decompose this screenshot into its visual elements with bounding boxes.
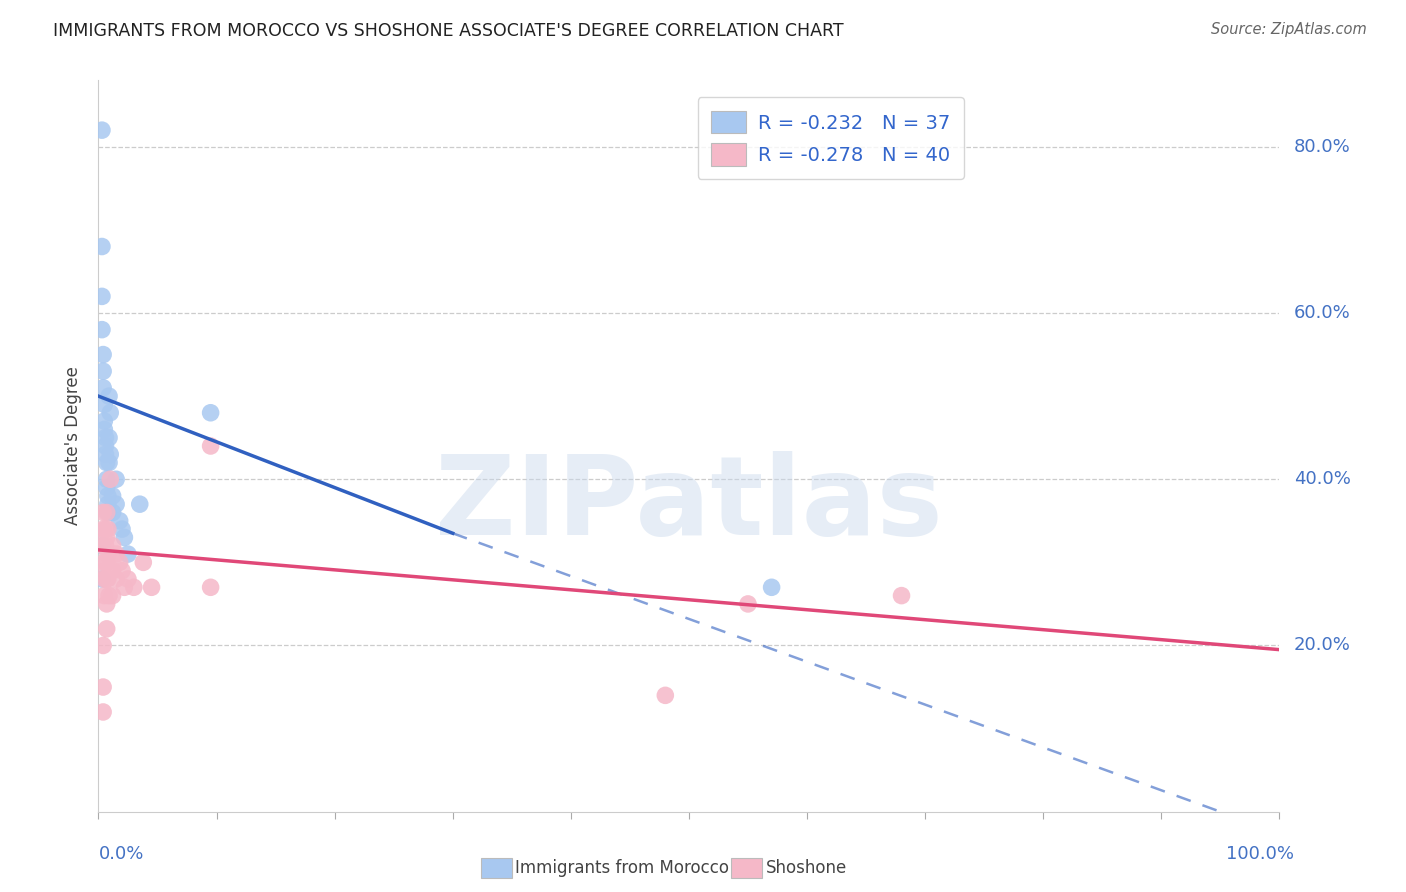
Point <box>96 456 118 470</box>
Point <box>200 406 222 420</box>
Point <box>105 572 128 586</box>
Point <box>98 431 121 445</box>
Point <box>97 572 120 586</box>
Point <box>91 364 114 378</box>
Point <box>128 497 150 511</box>
Point <box>761 580 783 594</box>
Point <box>91 381 114 395</box>
Text: 20.0%: 20.0% <box>1294 637 1351 655</box>
Point <box>97 522 120 536</box>
Point <box>94 431 117 445</box>
Point <box>98 406 121 420</box>
Point <box>200 439 222 453</box>
Point <box>94 522 117 536</box>
Text: Shoshone: Shoshone <box>766 859 848 877</box>
Point <box>93 422 115 436</box>
Point <box>94 564 117 578</box>
Point <box>105 497 128 511</box>
Point <box>117 572 139 586</box>
Text: ZIPatlas: ZIPatlas <box>434 451 943 558</box>
Point <box>97 497 120 511</box>
Point <box>96 472 118 486</box>
Point <box>101 489 124 503</box>
Point <box>98 472 121 486</box>
Point <box>91 347 114 362</box>
Point <box>94 447 117 461</box>
Point <box>108 555 131 569</box>
Point <box>96 622 118 636</box>
Point <box>132 555 155 569</box>
Text: Source: ZipAtlas.com: Source: ZipAtlas.com <box>1211 22 1367 37</box>
Point <box>96 555 118 569</box>
Text: 60.0%: 60.0% <box>1294 304 1350 322</box>
Point <box>141 580 163 594</box>
Point <box>91 639 114 653</box>
Point <box>91 539 114 553</box>
Text: 0.0%: 0.0% <box>98 845 143 863</box>
Point <box>96 481 118 495</box>
Point <box>91 705 114 719</box>
Point <box>94 539 117 553</box>
Point <box>112 530 135 544</box>
Point <box>101 506 124 520</box>
Point <box>200 580 222 594</box>
Point <box>737 597 759 611</box>
Point <box>654 689 676 703</box>
Point <box>91 506 114 520</box>
Point <box>91 289 114 303</box>
Point <box>93 555 115 569</box>
Text: Immigrants from Morocco: Immigrants from Morocco <box>515 859 728 877</box>
Point <box>98 589 121 603</box>
Point <box>97 489 120 503</box>
Point <box>97 506 120 520</box>
Point <box>105 472 128 486</box>
Point <box>96 572 118 586</box>
Point <box>91 539 114 553</box>
Point <box>101 539 124 553</box>
Point <box>93 397 115 411</box>
Y-axis label: Associate's Degree: Associate's Degree <box>65 367 83 525</box>
Point <box>97 547 120 561</box>
Point <box>101 564 124 578</box>
Point <box>98 389 121 403</box>
Point <box>94 439 117 453</box>
Point <box>112 580 135 594</box>
Text: 100.0%: 100.0% <box>1226 845 1294 863</box>
Point <box>93 589 115 603</box>
Point <box>91 323 114 337</box>
Point <box>91 123 114 137</box>
Point <box>93 414 115 428</box>
Point <box>111 522 134 536</box>
Point <box>91 522 114 536</box>
Point <box>122 580 145 594</box>
Point <box>96 506 118 520</box>
Point <box>91 572 114 586</box>
Point <box>96 530 118 544</box>
Text: 80.0%: 80.0% <box>1294 137 1350 156</box>
Legend: R = -0.232   N = 37, R = -0.278   N = 40: R = -0.232 N = 37, R = -0.278 N = 40 <box>697 97 963 179</box>
Point <box>111 564 134 578</box>
Text: 40.0%: 40.0% <box>1294 470 1351 488</box>
Point <box>98 447 121 461</box>
Point <box>93 572 115 586</box>
Point <box>105 547 128 561</box>
Point <box>117 547 139 561</box>
Point <box>91 680 114 694</box>
Point <box>890 589 912 603</box>
Point <box>108 514 131 528</box>
Text: IMMIGRANTS FROM MOROCCO VS SHOSHONE ASSOCIATE'S DEGREE CORRELATION CHART: IMMIGRANTS FROM MOROCCO VS SHOSHONE ASSO… <box>53 22 844 40</box>
Point <box>98 456 121 470</box>
Point <box>96 597 118 611</box>
Point <box>91 239 114 253</box>
Point <box>101 589 124 603</box>
